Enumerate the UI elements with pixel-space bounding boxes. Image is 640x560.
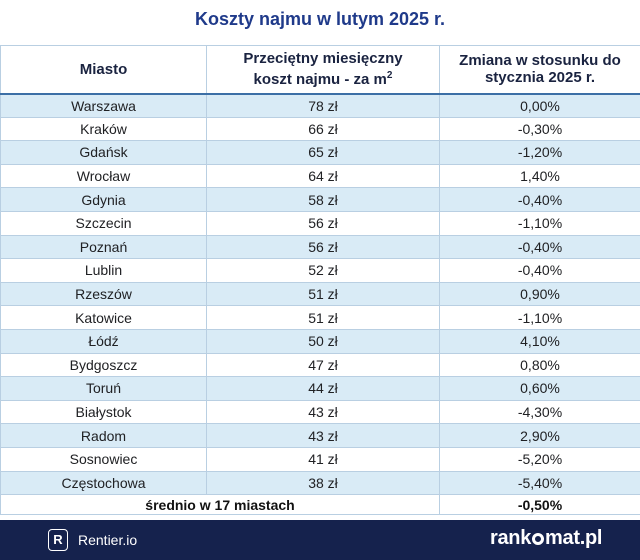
table-row: Gdynia 58 zł -0,40% (0, 187, 640, 212)
cell-change: 0,80% (439, 353, 640, 378)
cell-cost: 50 zł (206, 329, 440, 354)
cell-city: Gdynia (0, 187, 207, 212)
cell-city: Częstochowa (0, 471, 207, 496)
cell-city: Rzeszów (0, 282, 207, 307)
cell-city: Kraków (0, 117, 207, 142)
table-row: Częstochowa 38 zł -5,40% (0, 471, 640, 496)
summary-row: średnio w 17 miastach -0,50% (0, 494, 640, 516)
cell-city: Gdańsk (0, 140, 207, 165)
cell-city: Wrocław (0, 164, 207, 189)
rent-table: Miasto Przeciętny miesięczny koszt najmu… (0, 45, 640, 516)
header-city-label: Miasto (79, 60, 128, 78)
table-row: Rzeszów 51 zł 0,90% (0, 282, 640, 307)
table-row: Poznań 56 zł -0,40% (0, 235, 640, 260)
table-row: Wrocław 64 zł 1,40% (0, 164, 640, 189)
rankomat-logo: rank mat.pl (490, 527, 602, 550)
header-city: Miasto (0, 45, 207, 94)
table-row: Kraków 66 zł -0,30% (0, 117, 640, 142)
cell-city: Radom (0, 423, 207, 448)
header-change: Zmiana w stosunku do stycznia 2025 r. (439, 45, 640, 94)
cell-city: Warszawa (0, 93, 207, 118)
header-cost-sup: 2 (386, 70, 393, 82)
cell-city: Sosnowiec (0, 447, 207, 472)
header-cost-line2: koszt najmu - za m (253, 71, 387, 89)
summary-label: średnio w 17 miastach (0, 494, 440, 516)
header-change-line2: stycznia 2025 r. (484, 69, 596, 87)
cell-city: Poznań (0, 235, 207, 260)
cell-cost: 65 zł (206, 140, 440, 165)
cell-change: -0,30% (439, 117, 640, 142)
cell-city: Łódź (0, 329, 207, 354)
table-row: Bydgoszcz 47 zł 0,80% (0, 353, 640, 378)
cell-city: Toruń (0, 376, 207, 401)
cell-change: -0,40% (439, 258, 640, 283)
cell-change: -4,30% (439, 400, 640, 425)
header-cost: Przeciętny miesięczny koszt najmu - za m… (206, 45, 440, 94)
cell-change: 1,40% (439, 164, 640, 189)
cell-change: -5,40% (439, 471, 640, 496)
table-summary: średnio w 17 miastach -0,50% (0, 494, 640, 516)
cell-cost: 43 zł (206, 423, 440, 448)
cell-cost: 44 zł (206, 376, 440, 401)
table-header: Miasto Przeciętny miesięczny koszt najmu… (0, 45, 640, 94)
cell-cost: 58 zł (206, 187, 440, 212)
rentier-logo-icon: R (48, 529, 68, 551)
cell-change: -1,20% (439, 140, 640, 165)
table-row: Białystok 43 zł -4,30% (0, 400, 640, 425)
cell-cost: 56 zł (206, 235, 440, 260)
header-change-line1: Zmiana w stosunku do (459, 52, 621, 70)
header-cost-line1: Przeciętny miesięczny (243, 50, 403, 68)
cell-change: 2,90% (439, 423, 640, 448)
table-row: Toruń 44 zł 0,60% (0, 376, 640, 401)
cell-cost: 41 zł (206, 447, 440, 472)
cell-change: 0,60% (439, 376, 640, 401)
cell-change: -1,10% (439, 211, 640, 236)
table-row: Szczecin 56 zł -1,10% (0, 211, 640, 236)
page-title: Koszty najmu w lutym 2025 r. (194, 9, 446, 29)
cell-change: -0,40% (439, 235, 640, 260)
cell-city: Bydgoszcz (0, 353, 207, 378)
cell-change: -1,10% (439, 305, 640, 330)
cell-cost: 47 zł (206, 353, 440, 378)
rentier-brand: Rentier.io (78, 532, 138, 548)
cell-cost: 38 zł (206, 471, 440, 496)
summary-change: -0,50% (439, 494, 640, 516)
cell-city: Szczecin (0, 211, 207, 236)
rankomat-o-icon (532, 533, 545, 545)
table-body: Warszawa 78 zł 0,00% Kraków 66 zł -0,30% Gdańs… (0, 93, 640, 496)
table-row: Sosnowiec 41 zł -5,20% (0, 447, 640, 472)
cell-city: Katowice (0, 305, 207, 330)
table-row: Łódź 50 zł 4,10% (0, 329, 640, 354)
cell-change: 0,90% (439, 282, 640, 307)
cell-cost: 52 zł (206, 258, 440, 283)
cell-city: Białystok (0, 400, 207, 425)
cell-city: Lublin (0, 258, 207, 283)
cell-cost: 66 zł (206, 117, 440, 142)
cell-change: -0,40% (439, 187, 640, 212)
rankomat-prefix: rank (490, 527, 532, 549)
cell-change: 0,00% (439, 93, 640, 118)
cell-change: 4,10% (439, 329, 640, 354)
table-row: Radom 43 zł 2,90% (0, 423, 640, 448)
table-row: Warszawa 78 zł 0,00% (0, 93, 640, 118)
cell-cost: 51 zł (206, 282, 440, 307)
cell-change: -5,20% (439, 447, 640, 472)
table-row: Gdańsk 65 zł -1,20% (0, 140, 640, 165)
footer-bar: R Rentier.io rank mat.pl (0, 520, 640, 560)
cell-cost: 51 zł (206, 305, 440, 330)
cell-cost: 78 zł (206, 93, 440, 118)
table-row: Lublin 52 zł -0,40% (0, 258, 640, 283)
rankomat-suffix: mat.pl (545, 527, 603, 549)
cell-cost: 56 zł (206, 211, 440, 236)
cell-cost: 64 zł (206, 164, 440, 189)
cell-cost: 43 zł (206, 400, 440, 425)
table-row: Katowice 51 zł -1,10% (0, 305, 640, 330)
